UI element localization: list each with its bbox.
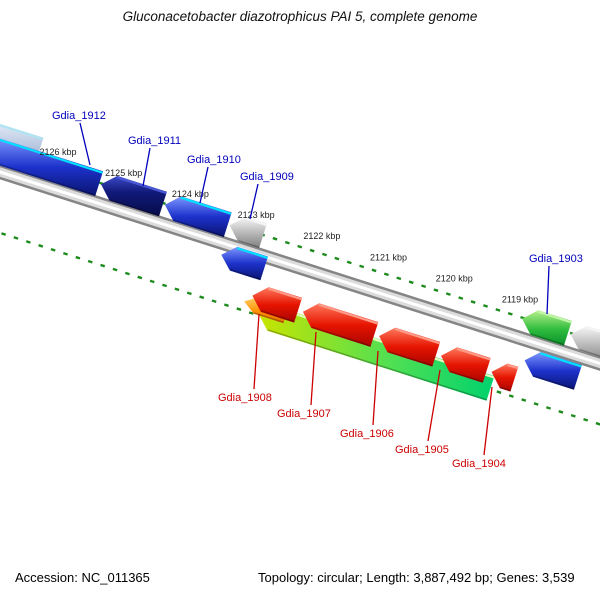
- genome-backbone-inner: [0, 167, 600, 369]
- gene-arrow-highlight: [586, 326, 600, 333]
- topology-text: Topology: circular; Length: 3,887,492 bp…: [258, 570, 575, 585]
- gene-arrow-Gdia_1910[interactable]: [164, 196, 232, 238]
- gene-arrow-shadow: [387, 350, 433, 367]
- gene-label-Gdia_1911[interactable]: Gdia_1911: [128, 135, 181, 147]
- gene-arrow-highlight: [394, 327, 441, 345]
- gene-arrow-Gdia_1909[interactable]: [229, 216, 267, 249]
- gene-arrow-Gdia_1912[interactable]: [0, 138, 104, 197]
- genome-backbone-core: [0, 170, 600, 366]
- gene-label-leader: [199, 166, 209, 204]
- gene-arrow-Gdia_1907[interactable]: [302, 303, 379, 347]
- kbp-label: 2121 kbp: [370, 252, 407, 262]
- gene-arrow-shadow: [533, 375, 575, 390]
- gene-arrow-shadow: [230, 268, 261, 281]
- gene-label-Gdia_1906[interactable]: Gdia_1906: [340, 428, 394, 440]
- gene-arrow-highlight: [537, 310, 572, 324]
- gene-arrow-highlight: [236, 247, 268, 259]
- gene-label-Gdia_1912[interactable]: Gdia_1912: [52, 110, 106, 122]
- kbp-label: 2120 kbp: [436, 273, 473, 283]
- gene-arrow-highlight: [507, 363, 519, 370]
- genome-title: Gluconacetobacter diazotrophicus PAI 5, …: [122, 9, 478, 24]
- gene-arrow-shadow: [500, 386, 511, 392]
- gene-arrow-shadow: [449, 370, 484, 383]
- gene-arrow-shadow: [0, 163, 96, 196]
- gene-label-leader: [546, 265, 550, 315]
- gene-arrow-highlight: [456, 347, 491, 361]
- gene-arrow-shadow: [311, 326, 371, 347]
- gene-arrow-Gdia_1906[interactable]: [379, 327, 441, 367]
- gene-arrow-shadow: [238, 240, 260, 249]
- gene-label-leader: [372, 350, 379, 426]
- kbp-label: 2125 kbp: [105, 168, 142, 178]
- accession-text: Accession: NC_011365: [15, 570, 150, 585]
- gene-arrow-highlight: [116, 176, 167, 195]
- gene-arrow-shadow: [109, 199, 160, 217]
- gene-arrow-highlight: [0, 124, 44, 141]
- gene-arrow-highlight: [0, 138, 103, 174]
- gene-label-Gdia_1910[interactable]: Gdia_1910: [187, 154, 241, 166]
- gene-arrow-shadow: [530, 333, 565, 346]
- gene-arrow-Gdia_1911[interactable]: [101, 175, 167, 217]
- gene-label-Gdia_1903[interactable]: Gdia_1903: [529, 253, 583, 265]
- gene-label-leader: [483, 386, 493, 456]
- gene-label-leader: [427, 369, 441, 442]
- gene-label-leader: [79, 122, 91, 166]
- gene-arrow-shadow: [173, 219, 225, 237]
- kbp-label: 2126 kbp: [39, 147, 76, 157]
- gene-arrow-shadow: [260, 310, 295, 323]
- gene-label-leader: [253, 313, 260, 390]
- kbp-label: 2123 kbp: [238, 210, 275, 220]
- kbp-label: 2124 kbp: [172, 189, 209, 199]
- gene-label-Gdia_1909[interactable]: Gdia_1909: [240, 171, 294, 183]
- gene-arrow-Gdia_1904[interactable]: [491, 363, 519, 392]
- gene-arrow-highlight: [540, 352, 582, 368]
- gene-arrow-highlight: [180, 196, 232, 215]
- gene-arrow-highlight: [245, 217, 267, 227]
- gene-label-Gdia_1907[interactable]: Gdia_1907: [277, 408, 331, 420]
- gene-label-leader: [249, 183, 259, 220]
- gene-arrow-highlight: [267, 287, 302, 301]
- gene-label-Gdia_1905[interactable]: Gdia_1905: [395, 444, 449, 456]
- kbp-label: 2119 kbp: [502, 294, 538, 304]
- kbp-label: 2122 kbp: [303, 231, 340, 241]
- gene-label-leader: [310, 331, 317, 406]
- gene-label-leader: [142, 147, 151, 187]
- gene-arrow-highlight: [318, 303, 379, 325]
- gene-label-Gdia_1908[interactable]: Gdia_1908: [218, 392, 272, 404]
- gene-arrow[interactable]: [570, 325, 600, 364]
- gene-arrow-shadow: [579, 348, 600, 357]
- gene-label-Gdia_1904[interactable]: Gdia_1904: [452, 458, 506, 470]
